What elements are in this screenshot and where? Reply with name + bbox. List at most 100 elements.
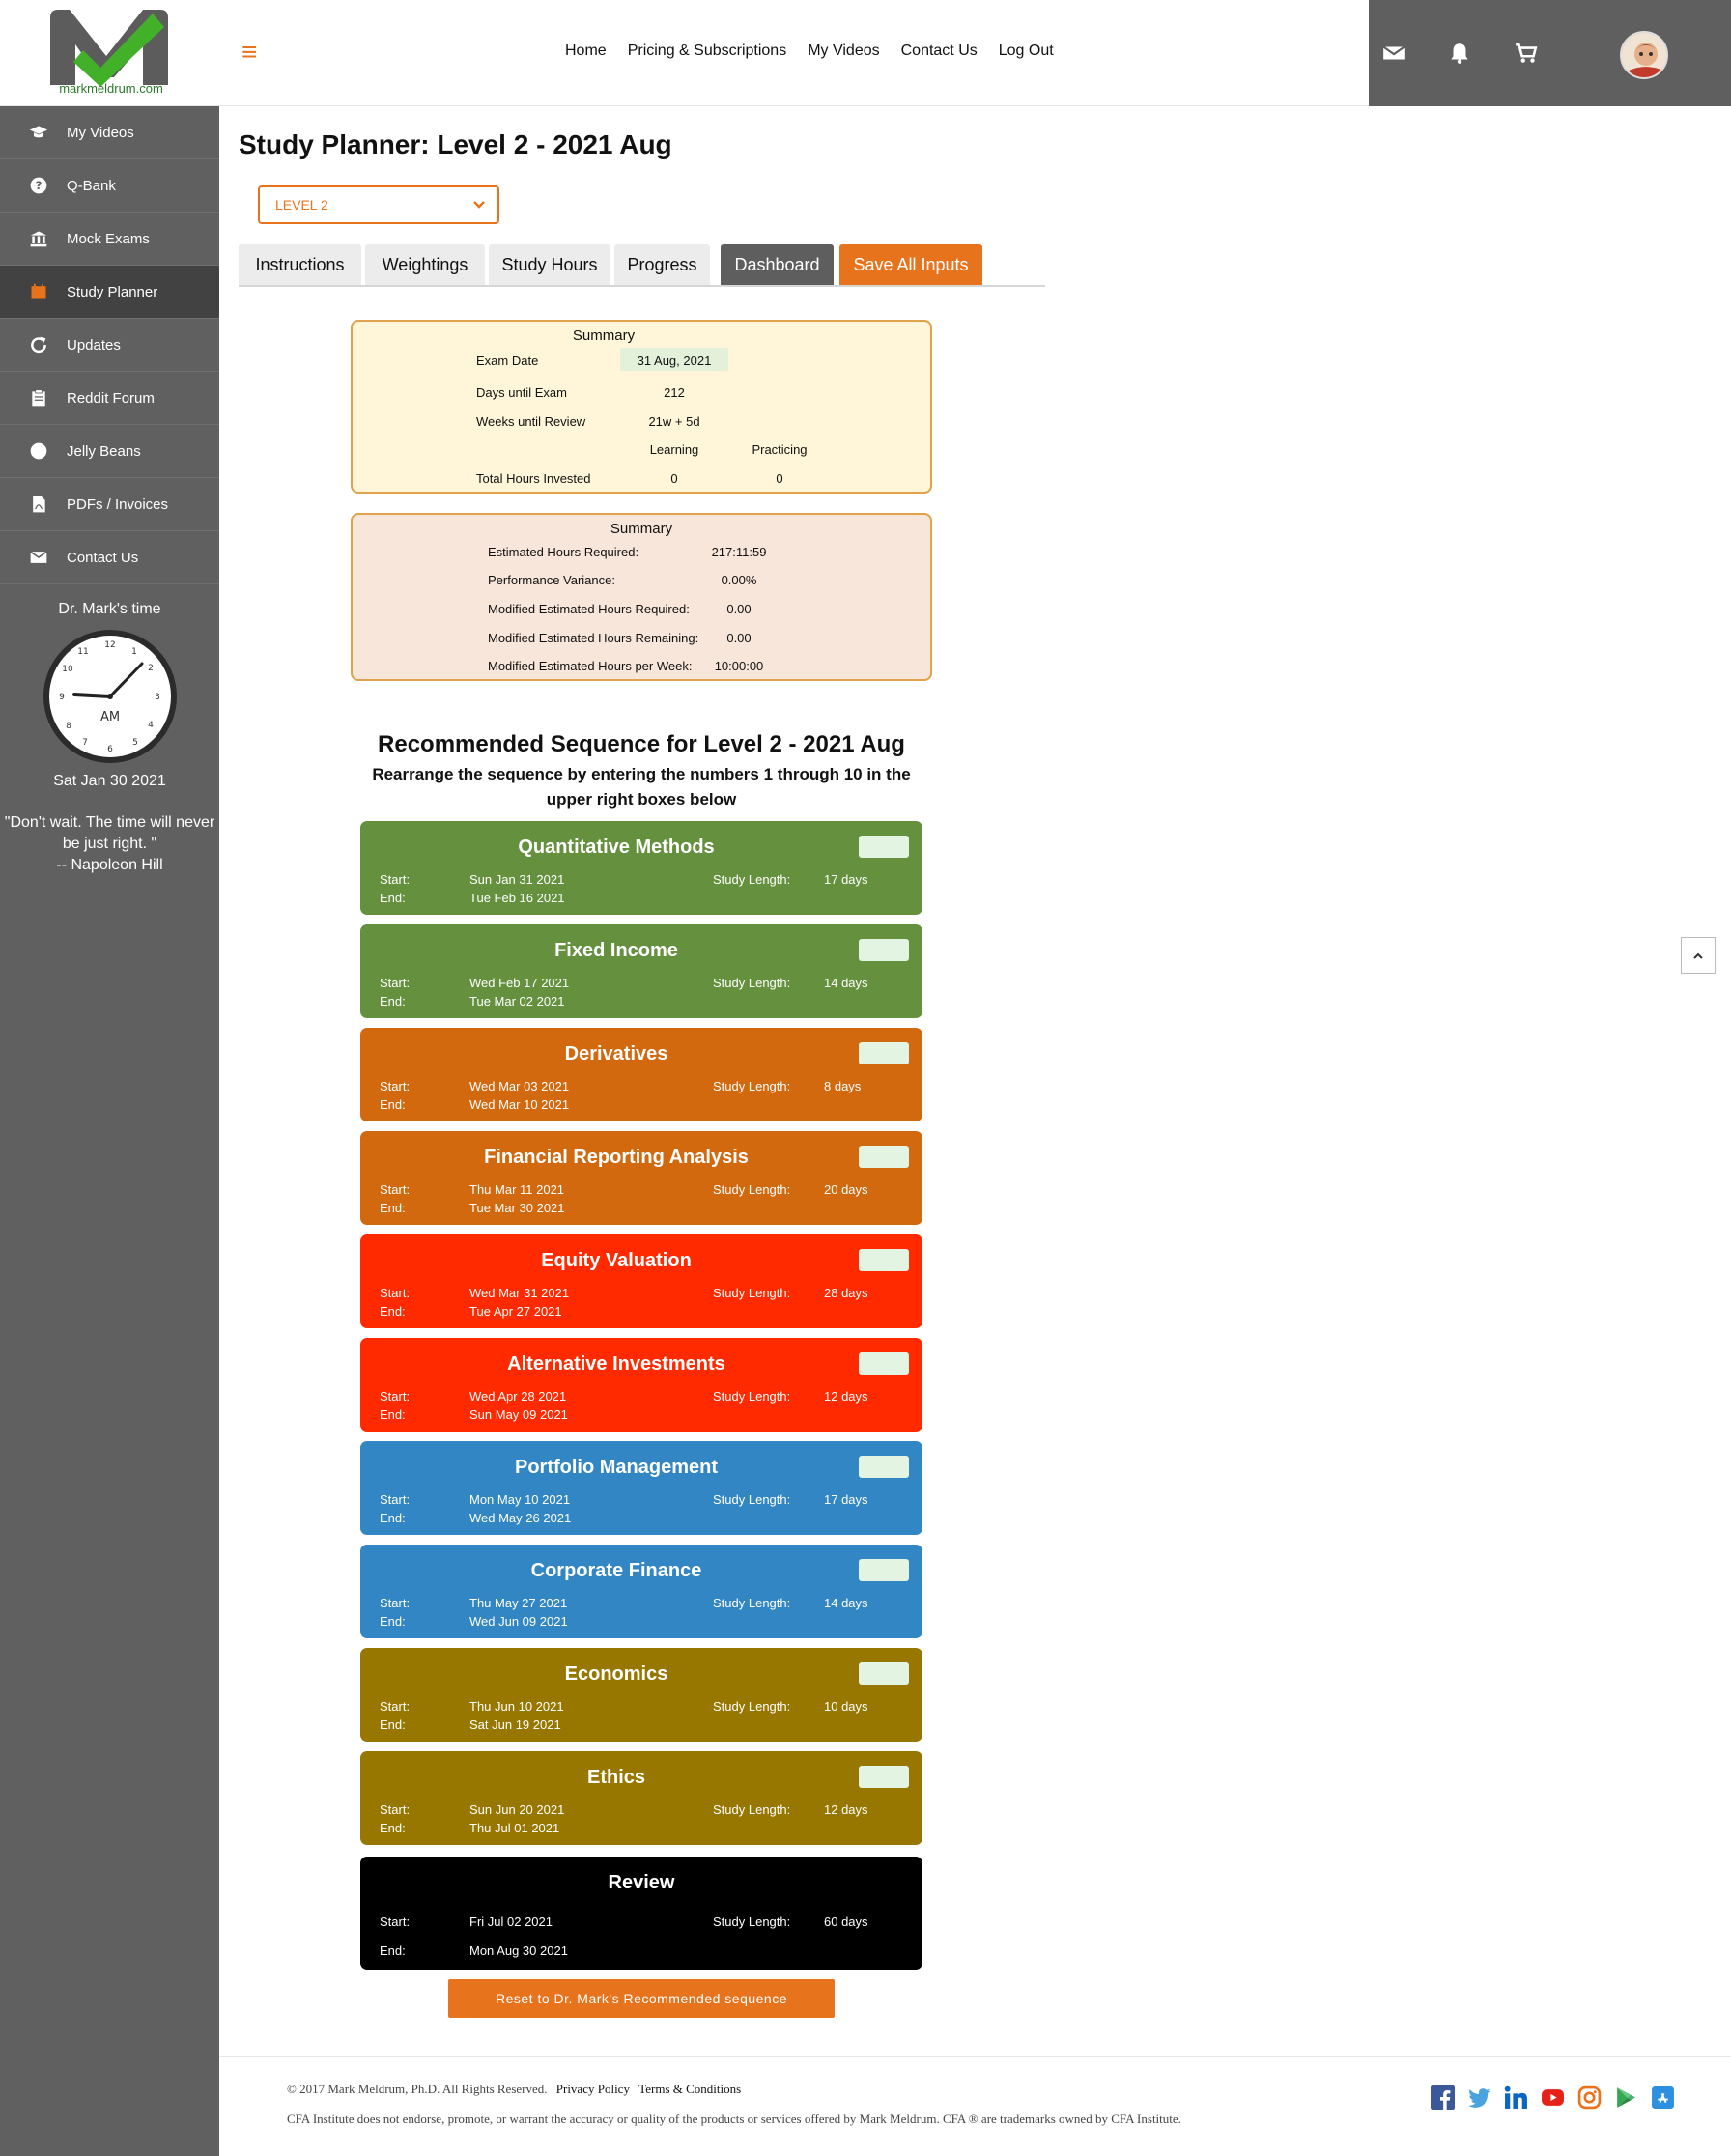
svg-text:9: 9 [59, 693, 65, 702]
cart-icon[interactable] [1514, 41, 1539, 66]
sequence-card: Equity Valuation Start: Wed Mar 31 2021 End… [360, 1234, 922, 1328]
sequence-order-input[interactable] [859, 1249, 909, 1271]
reset-sequence-button[interactable]: Reset to Dr. Mark's Recommended sequence [448, 1979, 835, 2018]
clock-label: Dr. Mark's time [58, 601, 161, 617]
envelope-icon [29, 548, 48, 567]
youtube-icon[interactable] [1541, 2085, 1565, 2110]
facebook-icon[interactable] [1431, 2085, 1455, 2110]
study-length-value: 12 days [824, 1389, 868, 1404]
study-length-value: 14 days [824, 1596, 868, 1610]
sidebar-item-contact-us[interactable]: Contact Us [0, 531, 219, 584]
card-title: Corporate Finance [530, 1560, 702, 1581]
nav-home[interactable]: Home [565, 43, 607, 59]
sidebar-item-updates[interactable]: Updates [0, 319, 219, 372]
envelope-icon[interactable] [1381, 41, 1406, 66]
learning-header: Learning [649, 442, 699, 457]
svg-text:5: 5 [132, 738, 138, 748]
instagram-icon[interactable] [1577, 2085, 1602, 2110]
summary-row-value: 10:00:00 [714, 659, 764, 673]
start-label: Start: [380, 1699, 411, 1714]
sidebar-item-pdfs-invoices[interactable]: PDFs / Invoices [0, 478, 219, 531]
google-play-icon[interactable] [1614, 2085, 1638, 2110]
bell-icon[interactable] [1447, 41, 1472, 66]
sequence-order-input[interactable] [859, 1146, 909, 1168]
svg-text:3: 3 [155, 693, 160, 702]
nav-pricing[interactable]: Pricing & Subscriptions [627, 43, 787, 59]
sequence-title: Recommended Sequence for Level 2 - 2021 … [378, 731, 905, 757]
scroll-to-top-button[interactable] [1681, 937, 1716, 974]
sidebar-item-q-bank[interactable]: ? Q-Bank [0, 159, 219, 213]
sidebar-item-my-videos[interactable]: My Videos [0, 106, 219, 159]
sequence-order-input[interactable] [859, 1042, 909, 1064]
question-circle-icon: ? [29, 176, 48, 195]
svg-text:12: 12 [104, 640, 115, 650]
sequence-order-input[interactable] [859, 1662, 909, 1685]
sequence-order-input[interactable] [859, 1456, 909, 1478]
sidebar-item-mock-exams[interactable]: Mock Exams [0, 213, 219, 266]
start-label: Start: [380, 1492, 411, 1507]
study-length-value: 12 days [824, 1802, 868, 1817]
sidebar-item-label: Contact Us [67, 549, 139, 566]
sequence-order-input[interactable] [859, 836, 909, 858]
tab-progress[interactable]: Progress [614, 244, 710, 285]
end-label: End: [380, 1821, 406, 1835]
end-label: End: [380, 1614, 406, 1629]
sequence-order-input[interactable] [859, 1559, 909, 1581]
start-date: Wed Mar 03 2021 [469, 1079, 570, 1093]
clipboard-icon [29, 388, 48, 408]
tab-weightings[interactable]: Weightings [365, 244, 485, 285]
level-select[interactable]: LEVEL 2 [258, 185, 499, 224]
linkedin-icon[interactable] [1504, 2085, 1528, 2110]
terms-link[interactable]: Terms & Conditions [638, 2082, 742, 2096]
total-hours-practicing: 0 [776, 471, 783, 486]
sequence-order-input[interactable] [859, 1352, 909, 1375]
sidebar-item-study-planner[interactable]: Study Planner [0, 266, 219, 319]
app-store-icon[interactable] [1651, 2085, 1675, 2110]
sequence-order-input[interactable] [859, 939, 909, 961]
summary-title: Summary [610, 521, 673, 537]
sidebar-item-jelly-beans[interactable]: Jelly Beans [0, 425, 219, 478]
start-date: Wed Mar 31 2021 [469, 1286, 570, 1300]
total-hours-label: Total Hours Invested [476, 471, 591, 486]
save-all-inputs-button[interactable]: Save All Inputs [839, 244, 982, 285]
study-length-label: Study Length: [713, 1286, 791, 1300]
study-length-label: Study Length: [713, 976, 791, 990]
end-label: End: [380, 1304, 406, 1319]
footer-copyright-line: © 2017 Mark Meldrum, Ph.D. All Rights Re… [287, 2082, 741, 2097]
privacy-policy-link[interactable]: Privacy Policy [555, 2082, 630, 2096]
nav-my-videos[interactable]: My Videos [808, 43, 880, 59]
end-date: Sat Jun 19 2021 [469, 1717, 561, 1732]
sequence-card: Quantitative Methods Start: Sun Jan 31 202… [360, 821, 922, 915]
hamburger-menu-icon[interactable]: ≡ [241, 37, 258, 67]
study-length-label: Study Length: [713, 1182, 791, 1197]
sidebar-item-reddit-forum[interactable]: Reddit Forum [0, 372, 219, 425]
total-hours-learning: 0 [670, 471, 678, 486]
nav-log-out[interactable]: Log Out [998, 43, 1054, 59]
summary-row-value: 217:11:59 [711, 545, 767, 559]
summary-row-value: 0.00% [721, 573, 757, 587]
footer-disclaimer: CFA Institute does not endorse, promote,… [287, 2112, 1181, 2126]
end-date: Mon Aug 30 2021 [469, 1943, 568, 1958]
start-date: Wed Apr 28 2021 [469, 1389, 567, 1404]
twitter-icon[interactable] [1467, 2085, 1491, 2110]
logo[interactable] [46, 6, 176, 100]
sequence-order-input[interactable] [859, 1766, 909, 1788]
study-length-value: 20 days [824, 1182, 868, 1197]
study-length-label: Study Length: [713, 1699, 791, 1714]
summary-title: Summary [572, 327, 636, 344]
calendar-icon [29, 282, 48, 301]
tab-instructions[interactable]: Instructions [239, 244, 361, 285]
quote-author: -- Napoleon Hill [56, 857, 163, 873]
summary-row-label: Estimated Hours Required: [488, 545, 639, 559]
svg-text:7: 7 [82, 738, 88, 748]
study-length-value: 8 days [824, 1079, 862, 1093]
tab-study-hours[interactable]: Study Hours [489, 244, 610, 285]
clock-date: Sat Jan 30 2021 [53, 773, 166, 789]
summary-row-label: Modified Estimated Hours Required: [488, 602, 690, 616]
graduation-cap-icon [29, 123, 48, 142]
tab-dashboard[interactable]: Dashboard [721, 244, 834, 285]
avatar[interactable] [1620, 31, 1668, 79]
nav-contact-us[interactable]: Contact Us [900, 43, 978, 59]
